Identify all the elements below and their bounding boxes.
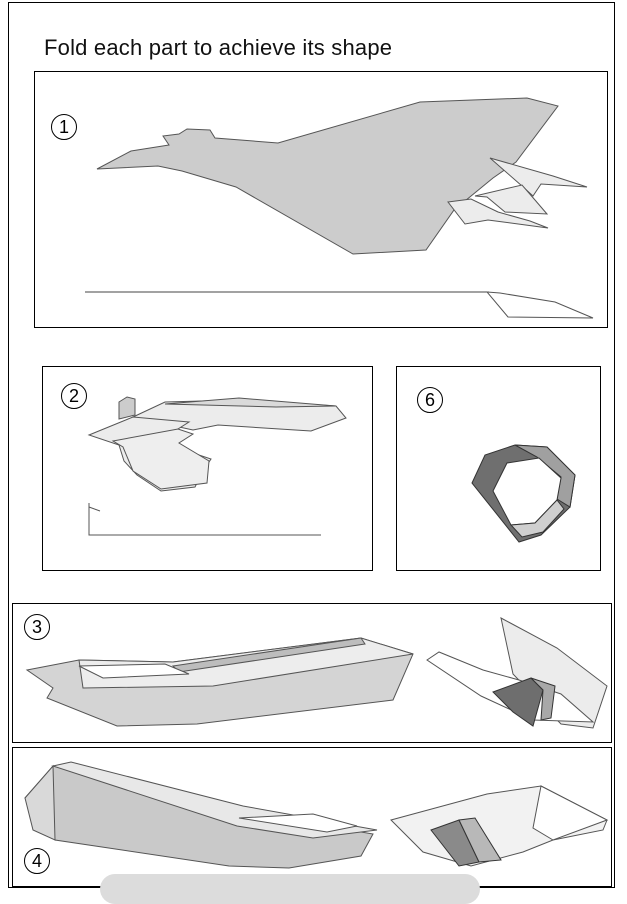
part-3-right-wall — [500, 617, 608, 729]
part-2-lower-fold — [111, 428, 210, 490]
part-4-panel: 4 — [12, 747, 612, 887]
part-1-drawing — [85, 97, 594, 319]
part-4-left-tab — [238, 813, 358, 833]
part-4-left-end-face — [24, 764, 56, 841]
part-4-number: 4 — [24, 848, 50, 874]
part-1-panel: 1 — [34, 71, 608, 328]
part-1-number: 1 — [51, 114, 77, 140]
part-1-fin-mid — [474, 184, 549, 215]
part-1-wing-shape — [96, 97, 559, 255]
part-6-ring-inner-wall — [509, 499, 565, 538]
part-2-top-flap — [164, 397, 337, 408]
part-3-number: 3 — [24, 614, 50, 640]
part-3-left-lip — [78, 663, 190, 679]
part-3-drawing — [25, 617, 608, 729]
part-1-fin-low — [447, 198, 549, 229]
part-4-right-fold-b — [458, 817, 502, 863]
part-2-panel: 2 — [42, 366, 373, 571]
part-2-edge-line — [88, 503, 321, 536]
part-4-drawing — [24, 761, 609, 869]
part-6-drawing — [471, 444, 576, 543]
part-3-right-dark-fold — [492, 677, 544, 727]
part-2-post — [118, 396, 136, 420]
scroll-handle[interactable] — [100, 874, 480, 904]
part-2-edge-tick — [88, 506, 101, 512]
part-3-panel: 3 — [12, 603, 612, 743]
part-1-edge-tab — [485, 291, 594, 319]
part-2-drawing — [87, 396, 347, 536]
part-6-panel: 6 — [396, 366, 601, 571]
part-4-right-flap — [532, 785, 609, 841]
part-2-number: 2 — [61, 383, 87, 409]
part-3-right-mid-fold — [530, 677, 556, 721]
part-6-number: 6 — [417, 387, 443, 413]
page-title: Fold each part to achieve its shape — [44, 35, 393, 60]
